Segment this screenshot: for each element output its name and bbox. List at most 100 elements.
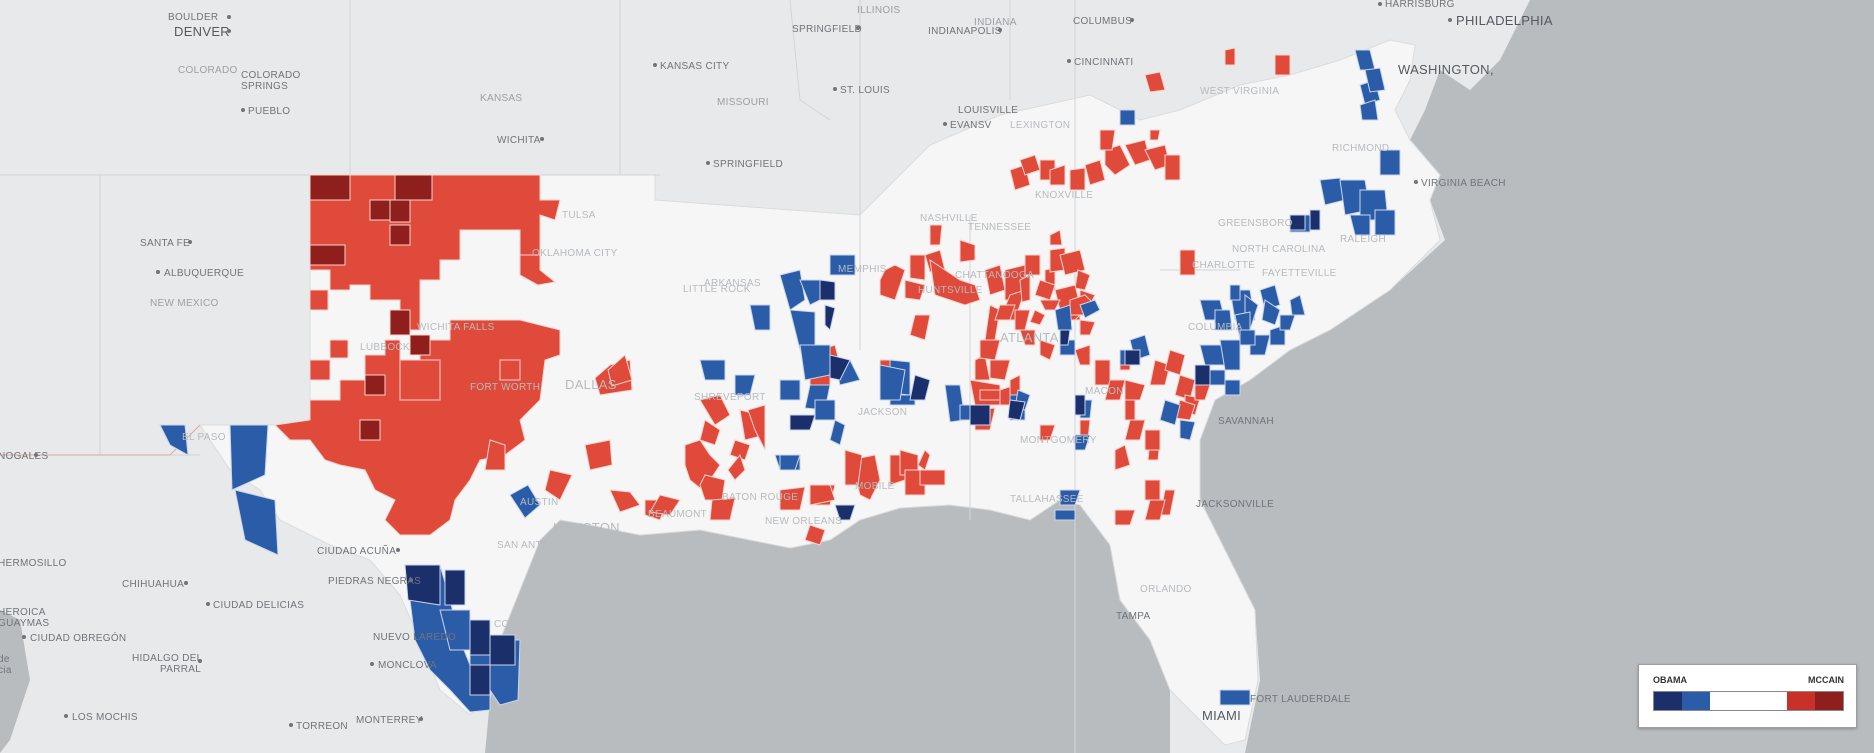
gulf-of-california [0, 610, 30, 753]
city-label: BOULDER [168, 12, 218, 23]
mccain-counties [273, 47, 1291, 546]
city-label: TAMPA [1116, 611, 1150, 622]
city-label: HIDALGO DEL [132, 653, 203, 664]
city-label: SHREVEPORT [694, 392, 766, 403]
city-label: JACKSONVILLE [1196, 499, 1274, 510]
city-label: VIRGINIA BEACH [1421, 178, 1506, 189]
city-label: CHIHUAHUA [122, 579, 184, 590]
city-label: CHARLOTTE [1192, 260, 1255, 271]
city-label: CHATTANOOGA [955, 270, 1034, 281]
city-label: ST. LOUIS [840, 85, 890, 96]
city-label: de [0, 654, 10, 665]
city-label: MONCLOVA [378, 660, 437, 671]
atlantic-ocean [1200, 0, 1874, 753]
state-label: COLORADO [178, 65, 238, 76]
state-label: WEST VIRGINIA [1200, 86, 1279, 97]
city-label: MONTERREY [356, 715, 423, 726]
city-label: BEAUMONT [648, 509, 707, 520]
city-label: LEXINGTON [1010, 120, 1070, 131]
legend-swatch-obama-strong [1654, 692, 1682, 710]
city-label: NASHVILLE [920, 213, 978, 224]
city-label: WICHITA [497, 135, 541, 146]
city-label: WICHITA FALLS [417, 322, 495, 333]
city-label: GREENSBORO [1218, 218, 1293, 229]
city-label: LOUISVILLE [958, 105, 1018, 116]
city-label: TALLAHASSEE [1010, 494, 1084, 505]
city-label: PIEDRAS NEGRAS [328, 576, 421, 587]
city-label: WASHINGTON, [1398, 62, 1494, 77]
city-label: GUAYMAS [0, 618, 49, 629]
city-label: cia [0, 665, 12, 676]
city-label: NUEVO LAREDO [373, 632, 456, 643]
legend-swatch-neutral [1710, 692, 1787, 710]
state-label: INDIANA [974, 17, 1017, 28]
city-label: HOUSTON [553, 520, 620, 535]
obama-strong-counties [404, 209, 1321, 696]
city-label: RICHMOND [1332, 143, 1389, 154]
city-label: SANTA FE [140, 238, 190, 249]
city-label: EL PASO [182, 432, 226, 443]
city-label: MEMPHIS [838, 264, 887, 275]
city-label: CINCINNATI [1074, 57, 1133, 68]
city-label: SAN ANTONIO [497, 540, 568, 551]
legend-obama-label: OBAMA [1653, 675, 1687, 685]
city-label: COLUMBIA [1188, 322, 1243, 333]
city-label: CIUDAD DELICIAS [213, 600, 304, 611]
city-label: OKLAHOMA CITY [532, 248, 618, 259]
city-label: MONTGOMERY [1020, 435, 1097, 446]
legend-color-scale [1653, 691, 1844, 711]
city-label: COLORADO [241, 70, 301, 81]
city-label: HEROICA [0, 607, 46, 618]
legend-swatch-mccain-strong [1815, 692, 1843, 710]
city-label: AUSTIN [520, 497, 558, 508]
city-label: DALLAS [565, 377, 617, 392]
city-label: JACKSON [858, 407, 907, 418]
city-label: SPRINGFIELD [713, 159, 783, 170]
city-label: PHILADELPHIA [1456, 13, 1553, 28]
state-label: NEW MEXICO [150, 298, 219, 309]
city-label: LOS MOCHIS [72, 712, 138, 723]
city-label: ALBUQUERQUE [164, 268, 244, 279]
city-label: PUEBLO [248, 106, 290, 117]
border-us-mexico [0, 424, 201, 456]
state-label: NORTH CAROLINA [1232, 244, 1326, 255]
state-label: TENNESSEE [968, 222, 1031, 233]
city-label: MOBILE [855, 481, 895, 492]
city-label: TULSA [562, 210, 596, 221]
city-label: HARRISBURG [1385, 0, 1455, 10]
city-label: MIAMI [1202, 708, 1241, 723]
city-label: KANSAS CITY [660, 61, 729, 72]
city-label: FORT WORTH [470, 382, 540, 393]
city-label: CIUDAD OBREGÓN [30, 631, 126, 644]
state-borders [0, 0, 1240, 753]
city-label: BATON ROUGE [722, 492, 798, 503]
city-label: NOGALES [0, 451, 48, 462]
city-label: PARRAL [160, 664, 201, 675]
state-label: ILLINOIS [857, 5, 901, 16]
city-label: HERMOSILLO [0, 558, 67, 569]
city-label: SAVANNAH [1218, 416, 1274, 427]
city-label: NEW ORLEANS [765, 516, 842, 527]
city-label: DENVER [174, 24, 230, 39]
city-label: ATLANTA [1000, 330, 1059, 345]
legend: OBAMA MCCAIN [1638, 664, 1857, 728]
city-label: LITTLE ROCK [683, 284, 751, 295]
city-label: INDIANAPOLIS [928, 26, 1002, 37]
city-label: SPRINGFIELD [792, 24, 862, 35]
mccain-strong-counties [309, 174, 433, 441]
city-label: ORLANDO [1140, 584, 1192, 595]
map-labels: BOULDER DENVER COLORADO COLORADO SPRINGS… [0, 0, 1553, 732]
city-label: FORT LAUDERDALE [1250, 694, 1351, 705]
state-label: MISSOURI [717, 97, 769, 108]
city-label: MACON [1085, 386, 1124, 397]
city-label: FAYETTEVILLE [1262, 268, 1337, 279]
legend-mccain-label: MCCAIN [1808, 675, 1844, 685]
city-label: RALEIGH [1340, 234, 1386, 245]
city-label: SPRINGS [241, 81, 288, 92]
city-label: KNOXVILLE [1035, 190, 1093, 201]
state-label: ARKANSAS [704, 278, 761, 289]
city-label: CIUDAD ACUÑA [317, 544, 396, 557]
state-label: KANSAS [480, 93, 522, 104]
gulf-of-mexico [485, 500, 1170, 753]
